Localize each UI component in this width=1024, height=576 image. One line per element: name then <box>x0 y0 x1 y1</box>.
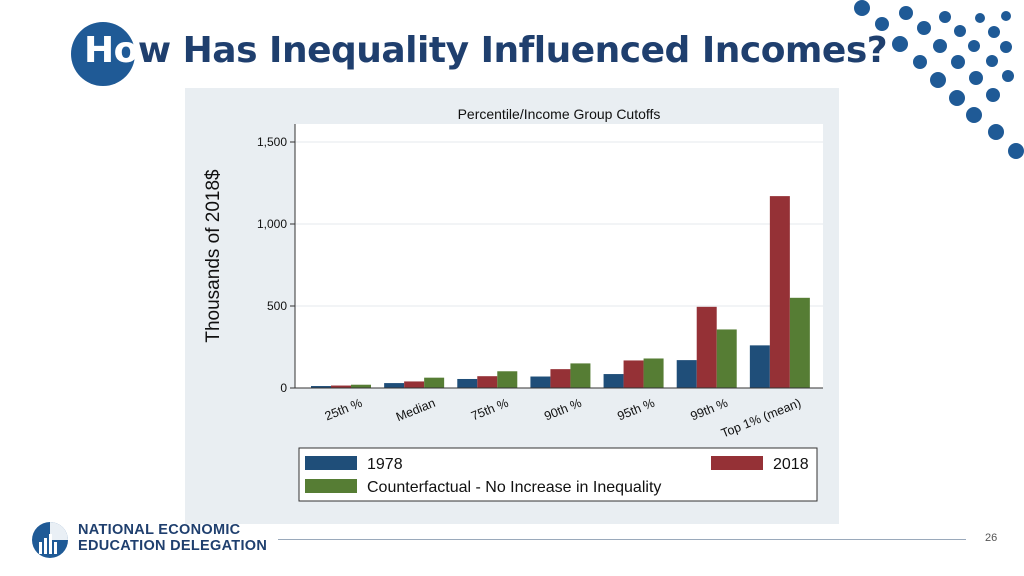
y-tick-label: 1,000 <box>257 217 287 231</box>
bar-1-7 <box>749 345 770 388</box>
bar-3-7 <box>789 297 810 388</box>
bar-2-4 <box>550 369 571 388</box>
bar-1-5 <box>603 374 624 388</box>
logo-text: NATIONAL ECONOMIC EDUCATION DELEGATION <box>78 522 267 554</box>
legend-swatch-3 <box>305 479 357 493</box>
ned-logo-mark <box>32 522 68 558</box>
bar-3-1 <box>351 384 371 388</box>
y-tick-label: 0 <box>280 381 287 395</box>
bar-2-1 <box>331 385 351 388</box>
bar-chart: Percentile/Income Group Cutoffs Thousand… <box>185 88 839 524</box>
ned-logo <box>32 522 68 558</box>
title-circle <box>71 22 135 86</box>
bar-1-2 <box>384 383 405 388</box>
chart-title: Percentile/Income Group Cutoffs <box>458 106 661 122</box>
bar-1-1 <box>311 386 331 388</box>
bar-2-5 <box>623 360 644 388</box>
legend-label-3: Counterfactual - No Increase in Inequali… <box>367 479 661 496</box>
legend-label-1: 1978 <box>367 456 403 473</box>
bar-2-6 <box>696 306 717 388</box>
bar-3-6 <box>716 329 737 388</box>
bar-3-3 <box>497 371 518 388</box>
plot-area <box>295 124 823 388</box>
bar-1-3 <box>457 378 478 388</box>
bar-2-3 <box>477 376 498 388</box>
footer-divider <box>278 539 966 540</box>
bar-2-2 <box>404 381 425 388</box>
y-axis-label: Thousands of 2018$ <box>203 169 224 343</box>
legend-swatch-1 <box>305 456 357 470</box>
page-number: 26 <box>985 532 998 544</box>
bar-1-6 <box>676 360 697 388</box>
bar-3-4 <box>570 363 591 388</box>
bar-3-2 <box>424 377 445 388</box>
bar-2-7 <box>769 196 790 388</box>
logo-line-2: EDUCATION DELEGATION <box>78 538 268 554</box>
y-tick-label: 500 <box>267 299 287 313</box>
legend-label-2: 2018 <box>773 456 809 473</box>
decorative-dots <box>854 0 1024 159</box>
slide-title: How Has Inequality Influenced Incomes? <box>84 30 888 71</box>
logo-line-1: NATIONAL ECONOMIC <box>78 522 241 538</box>
legend-swatch-2 <box>711 456 763 470</box>
y-tick-label: 1,500 <box>257 135 287 149</box>
bar-1-4 <box>530 376 551 388</box>
bar-3-5 <box>643 358 664 388</box>
